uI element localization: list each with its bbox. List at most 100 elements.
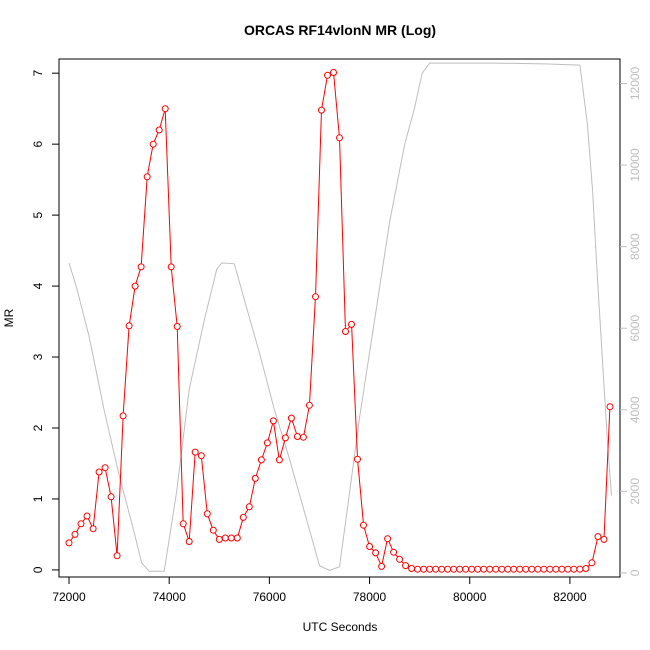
- series-segment: [357, 462, 364, 523]
- series-segment: [321, 78, 328, 108]
- data-point: [390, 548, 398, 556]
- series-segment: [376, 555, 381, 564]
- data-point: [378, 562, 386, 570]
- series-segment: [339, 140, 346, 329]
- series-segment: [153, 132, 159, 142]
- series-segment: [92, 474, 100, 526]
- series-segment: [116, 418, 124, 553]
- data-point: [287, 414, 295, 422]
- data-point: [65, 539, 73, 547]
- data-point: [426, 565, 434, 573]
- data-point: [101, 464, 109, 472]
- y2-tick-label: 10000: [628, 148, 642, 182]
- series-segment: [159, 111, 165, 128]
- data-point: [576, 565, 584, 573]
- y-tick-label: 2: [31, 424, 45, 431]
- data-point: [564, 565, 572, 573]
- series-segment: [244, 509, 249, 516]
- series-segment: [188, 455, 196, 539]
- data-point: [486, 565, 494, 573]
- x-tick-label: 72000: [52, 590, 86, 604]
- data-point: [438, 565, 446, 573]
- series-line-right: [68, 62, 612, 572]
- y-tick-label: 1: [31, 495, 45, 502]
- series-segment: [82, 518, 86, 522]
- data-point: [71, 530, 79, 538]
- data-point: [534, 565, 542, 573]
- series-segment: [201, 458, 208, 511]
- data-point: [462, 565, 470, 573]
- data-point: [83, 512, 91, 520]
- data-point: [546, 565, 554, 573]
- y-axis-label: MR: [2, 308, 16, 327]
- y-tick-label: 5: [31, 211, 45, 218]
- data-point: [384, 535, 392, 543]
- y-axis-left: 0 1 2 3 4 5 6 7: [31, 70, 59, 573]
- data-point: [342, 328, 349, 335]
- x-tick-label: 78000: [353, 590, 387, 604]
- series-segment: [309, 299, 316, 403]
- series-segment: [347, 326, 350, 330]
- data-point: [354, 455, 361, 463]
- data-point: [324, 71, 331, 79]
- data-point: [474, 565, 482, 573]
- data-point: [540, 565, 548, 573]
- series-segment: [388, 541, 393, 550]
- series-segment: [381, 541, 388, 564]
- series-segment: [110, 499, 118, 553]
- data-point: [245, 503, 253, 511]
- data-point: [348, 320, 355, 328]
- x-axis: 72000 74000 76000 78000 80000 82000: [52, 577, 587, 604]
- x-tick-label: 82000: [553, 590, 587, 604]
- series-segment: [255, 462, 261, 476]
- data-point: [173, 323, 181, 330]
- data-point: [360, 521, 367, 529]
- data-point: [257, 456, 265, 464]
- x-tick-label: 80000: [453, 590, 487, 604]
- series-segment: [303, 408, 310, 435]
- data-point: [263, 439, 271, 447]
- data-point: [89, 525, 97, 533]
- y-tick-label: 6: [31, 140, 45, 147]
- series-segment: [273, 423, 280, 458]
- data-point: [203, 510, 211, 518]
- data-point: [299, 433, 307, 441]
- series-segment: [105, 470, 111, 495]
- data-point: [522, 565, 530, 573]
- data-point: [498, 565, 506, 573]
- data-point: [330, 69, 337, 76]
- series-segment: [129, 288, 136, 323]
- data-point: [366, 543, 374, 550]
- data-point: [305, 401, 313, 409]
- data-point: [558, 565, 566, 573]
- data-point: [570, 565, 578, 573]
- data-point: [125, 322, 133, 330]
- series-right-axis: [68, 62, 612, 572]
- chart-title: ORCAS RF14vlonN MR (Log): [244, 22, 436, 38]
- y-tick-label: 0: [31, 566, 45, 573]
- data-point: [251, 474, 259, 482]
- data-point: [149, 140, 157, 148]
- data-point: [275, 456, 283, 464]
- y2-tick-label: 4000: [628, 396, 642, 423]
- data-point: [492, 565, 500, 573]
- series-segment: [237, 520, 243, 536]
- data-point: [480, 565, 488, 573]
- data-point: [161, 105, 169, 113]
- series-segment: [176, 329, 184, 521]
- data-point: [606, 403, 614, 411]
- y-tick-label: 3: [31, 353, 45, 360]
- y-tick-label: 4: [31, 282, 45, 289]
- data-point: [552, 565, 560, 573]
- y2-tick-label: 0: [628, 569, 642, 576]
- data-point: [179, 520, 187, 528]
- series-segment: [285, 420, 291, 436]
- series-segment: [171, 269, 178, 324]
- series-segment: [140, 179, 148, 264]
- data-point: [468, 565, 476, 573]
- data-point: [456, 565, 464, 573]
- series-segment: [76, 526, 81, 533]
- data-point: [167, 263, 175, 271]
- series-segment: [70, 536, 74, 541]
